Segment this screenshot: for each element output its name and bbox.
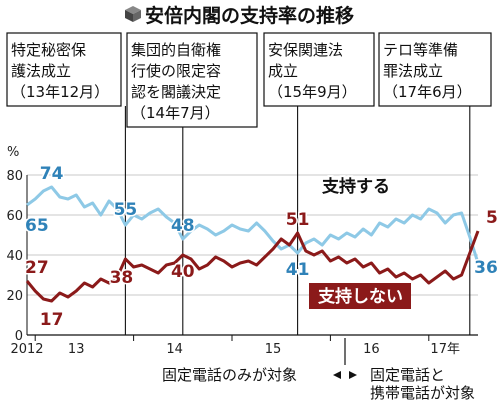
data-label: 65 [25, 216, 49, 236]
y-tick-labels: 0 20 40 60 80 [6, 169, 23, 344]
data-label: 38 [110, 268, 134, 288]
annotation-box [263, 32, 375, 107]
annotation-box [378, 32, 492, 107]
annotation-text: 罪法成立 [383, 62, 443, 80]
data-label: 51 [286, 210, 310, 230]
footnote-mobile-line1: 固定電話と [370, 366, 445, 384]
data-label: 55 [114, 200, 138, 220]
event-lines [124, 106, 471, 335]
annotation-text: （17年6月） [383, 83, 472, 101]
x-tick-label: 2012 [10, 342, 43, 357]
annotation-text: 安保関連法 [268, 41, 343, 59]
chart-title: 安倍内閣の支持率の推移 [145, 4, 354, 27]
annotation-text: （14年7月） [131, 104, 220, 122]
gridlines [26, 174, 478, 336]
y-tick-label: 0 [15, 329, 23, 344]
annotation-text: 成立 [268, 62, 298, 80]
footnote-mobile-line2: 携帯電話が対象 [370, 384, 475, 402]
y-unit-label: % [7, 145, 19, 160]
annotation-box [6, 32, 122, 107]
footnote-divider [333, 338, 357, 379]
annotation-text: （13年12月） [11, 83, 109, 101]
x-tick-label: 16 [363, 342, 380, 357]
data-label: 52 [486, 208, 498, 228]
annotation-box [126, 32, 258, 128]
disapprove-line [25, 230, 480, 303]
y-tick-label: 40 [6, 249, 23, 264]
annotation-text: （15年9月） [268, 83, 357, 101]
y-tick-label: 20 [6, 289, 23, 304]
data-label: 40 [171, 262, 195, 282]
series-label-disapprove-bg [309, 283, 411, 309]
annotation-text: 認を閣議決定 [131, 83, 221, 101]
footnote-landline-only: 固定電話のみが対象 [162, 366, 297, 384]
data-label: 41 [286, 260, 310, 280]
series-lines [25, 185, 480, 303]
series-label-disapprove: 支持しない [318, 286, 403, 307]
data-label: 27 [25, 258, 49, 278]
annotation-text: 行使の限定容 [131, 62, 221, 80]
annotation-text: 集団的自衛権 [131, 41, 221, 59]
annotation-text: テロ等準備 [383, 41, 458, 59]
x-tick-label: 13 [68, 342, 85, 357]
series-label-approve: 支持する [322, 176, 390, 197]
data-label: 36 [474, 258, 498, 278]
annotation-text: 護法成立 [11, 62, 71, 80]
data-label: 48 [171, 216, 195, 236]
y-tick-label: 60 [6, 209, 23, 224]
data-label: 17 [40, 310, 64, 330]
x-tick-label: 15 [265, 342, 282, 357]
data-label: 74 [40, 164, 64, 184]
x-tick-label: 17年 [430, 342, 460, 357]
annotation-text: 特定秘密保 [11, 41, 86, 59]
title-icon [125, 6, 141, 22]
data-labels: 65 74 55 48 41 36 27 17 38 40 51 52 [24, 163, 498, 332]
x-tick-labels: 2012 13 14 15 16 17年 [10, 335, 460, 357]
x-tick-label: 14 [166, 342, 183, 357]
approve-line [26, 185, 480, 264]
y-tick-label: 80 [6, 169, 23, 184]
